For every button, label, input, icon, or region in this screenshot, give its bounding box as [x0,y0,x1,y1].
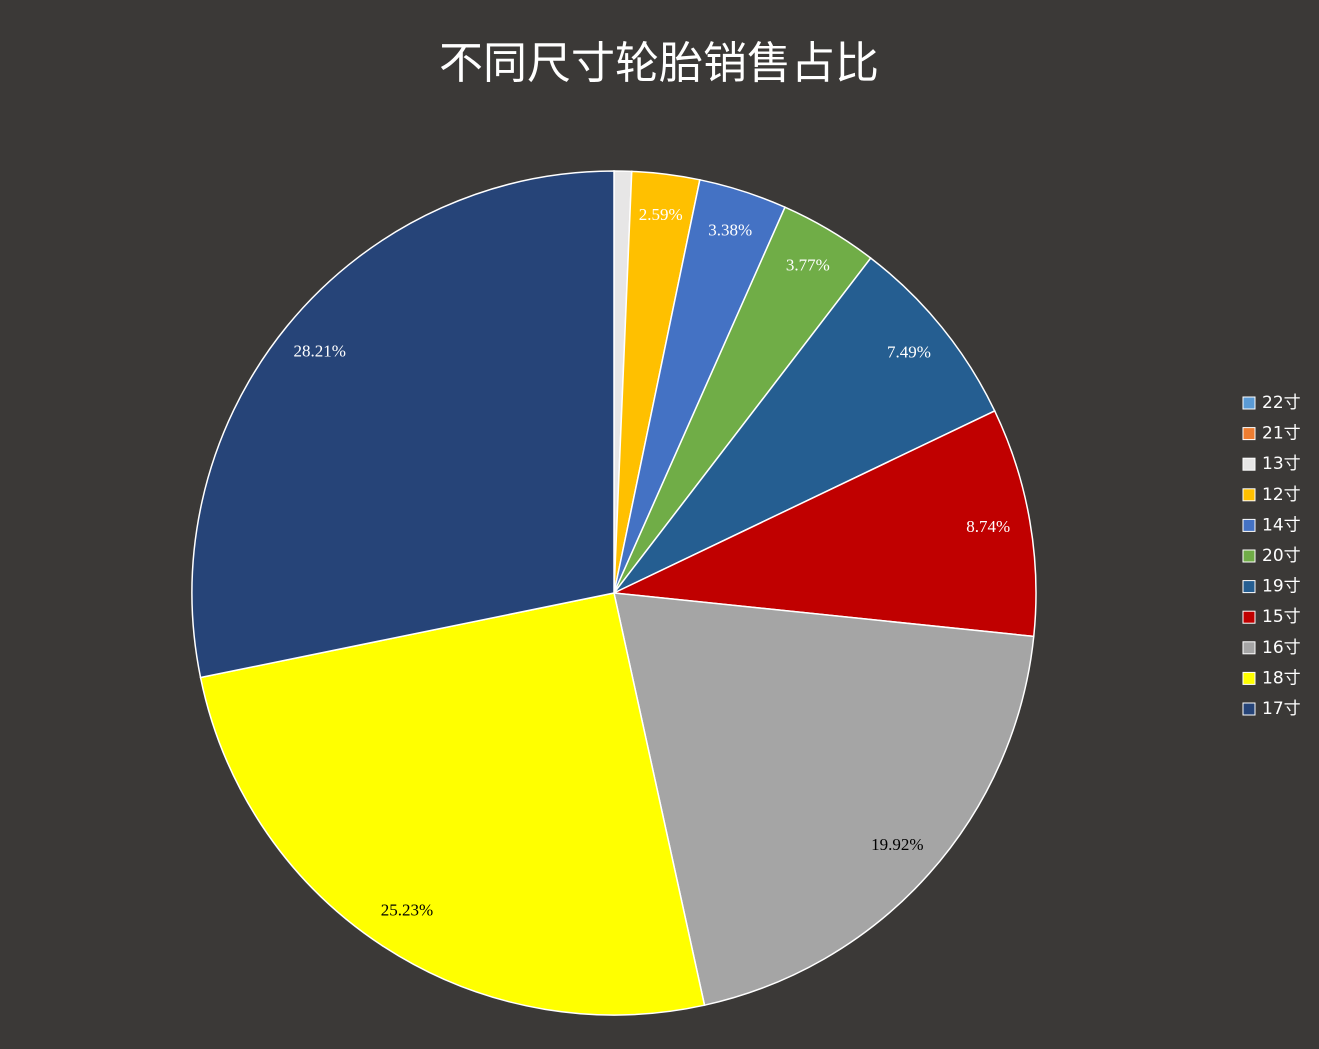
legend-label: 20寸 [1262,546,1301,566]
data-label: 25.23% [381,900,433,919]
pie-slice [611,409,1037,638]
legend-label: 18寸 [1262,668,1301,688]
legend-label: 19寸 [1262,577,1301,597]
legend-swatch [1242,457,1256,471]
legend-label: 13寸 [1262,454,1301,474]
data-label: 8.74% [966,517,1010,536]
legend-swatch [1242,518,1256,532]
data-label: 3.38% [708,220,752,239]
legend-swatch [1242,641,1256,655]
pie-slice [613,592,1035,1007]
legend-swatch [1242,580,1256,594]
data-label: 19.92% [871,835,923,854]
legend-swatch [1242,671,1256,685]
legend-label: 16寸 [1262,638,1301,658]
data-label: 2.59% [639,205,683,224]
pie-slice [613,257,996,594]
legend-label: 12寸 [1262,485,1301,505]
pie-slice [191,170,615,679]
legend-label: 22寸 [1262,393,1301,413]
data-label: 7.49% [887,343,931,362]
chart-title: 不同尺寸轮胎销售占比 [439,38,879,89]
legend-swatch [1242,488,1256,502]
legend-swatch [1242,549,1256,563]
pie-slice [199,592,706,1016]
legend-swatch [1242,396,1256,410]
legend-swatch [1242,702,1256,716]
legend-swatch [1242,427,1256,441]
legend-label: 17寸 [1262,699,1301,719]
legend-swatch [1242,610,1256,624]
legend-label: 15寸 [1262,607,1301,627]
data-label: 28.21% [294,342,346,361]
legend-label: 14寸 [1262,515,1301,535]
legend-label: 21寸 [1262,424,1301,444]
data-label: 3.77% [786,255,830,274]
